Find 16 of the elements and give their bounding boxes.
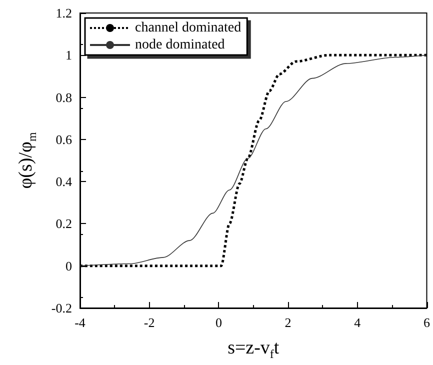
- y-tick-label: 1: [66, 48, 72, 63]
- x-tick-label: -4: [74, 315, 86, 330]
- legend-label: node dominated: [135, 38, 225, 52]
- text: 0.4: [56, 174, 72, 190]
- text: -0.2: [51, 300, 72, 316]
- text: 0.6: [56, 132, 72, 147]
- x-tick-label: 2: [284, 315, 292, 330]
- text: 0.8: [56, 90, 72, 105]
- text: 1.2: [56, 6, 72, 20]
- legend-label: channel dominated: [135, 20, 242, 36]
- text: 0.2: [56, 216, 72, 232]
- x-tick-label: 4: [354, 315, 362, 330]
- y-axis-title: φ(s)/φm: [16, 132, 39, 189]
- x-tick-label: 6: [424, 315, 430, 330]
- x-tick-label: 0: [215, 315, 222, 330]
- x-tick-label: -2: [144, 315, 155, 330]
